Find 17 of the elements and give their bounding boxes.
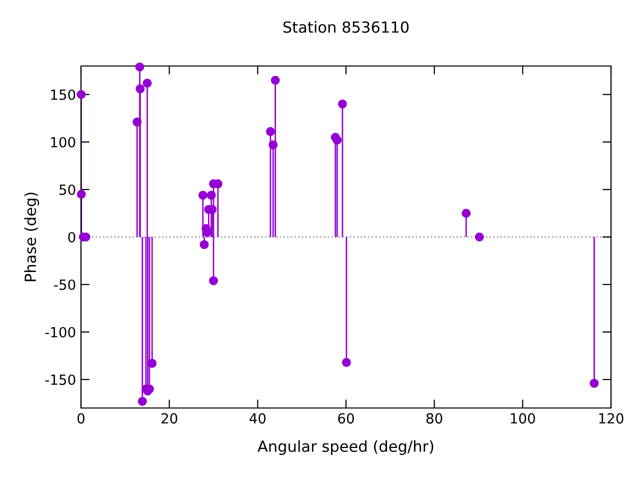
chart-title: Station 8536110 [283, 21, 409, 33]
y-tick-label: 0 [68, 232, 76, 242]
x-tick-label: 40 [250, 413, 266, 424]
x-tick-label: 0 [77, 413, 84, 424]
x-tick-label: 100 [510, 413, 535, 424]
y-tick-label: -50 [54, 279, 76, 290]
y-tick-label: -150 [45, 374, 76, 385]
y-tick-label: 150 [51, 89, 76, 100]
y-tick-label: 50 [60, 184, 76, 195]
x-tick-label: 60 [338, 413, 354, 424]
y-tick-label: -100 [45, 326, 76, 338]
x-axis-title: Angular speed (deg/hr) [258, 440, 434, 455]
x-tick-label: 120 [599, 413, 624, 424]
x-tick-label: 80 [426, 413, 442, 424]
y-axis-title: Phase (deg) [24, 192, 40, 282]
x-tick-label: 20 [162, 413, 178, 424]
y-tick-label: 100 [51, 136, 76, 148]
